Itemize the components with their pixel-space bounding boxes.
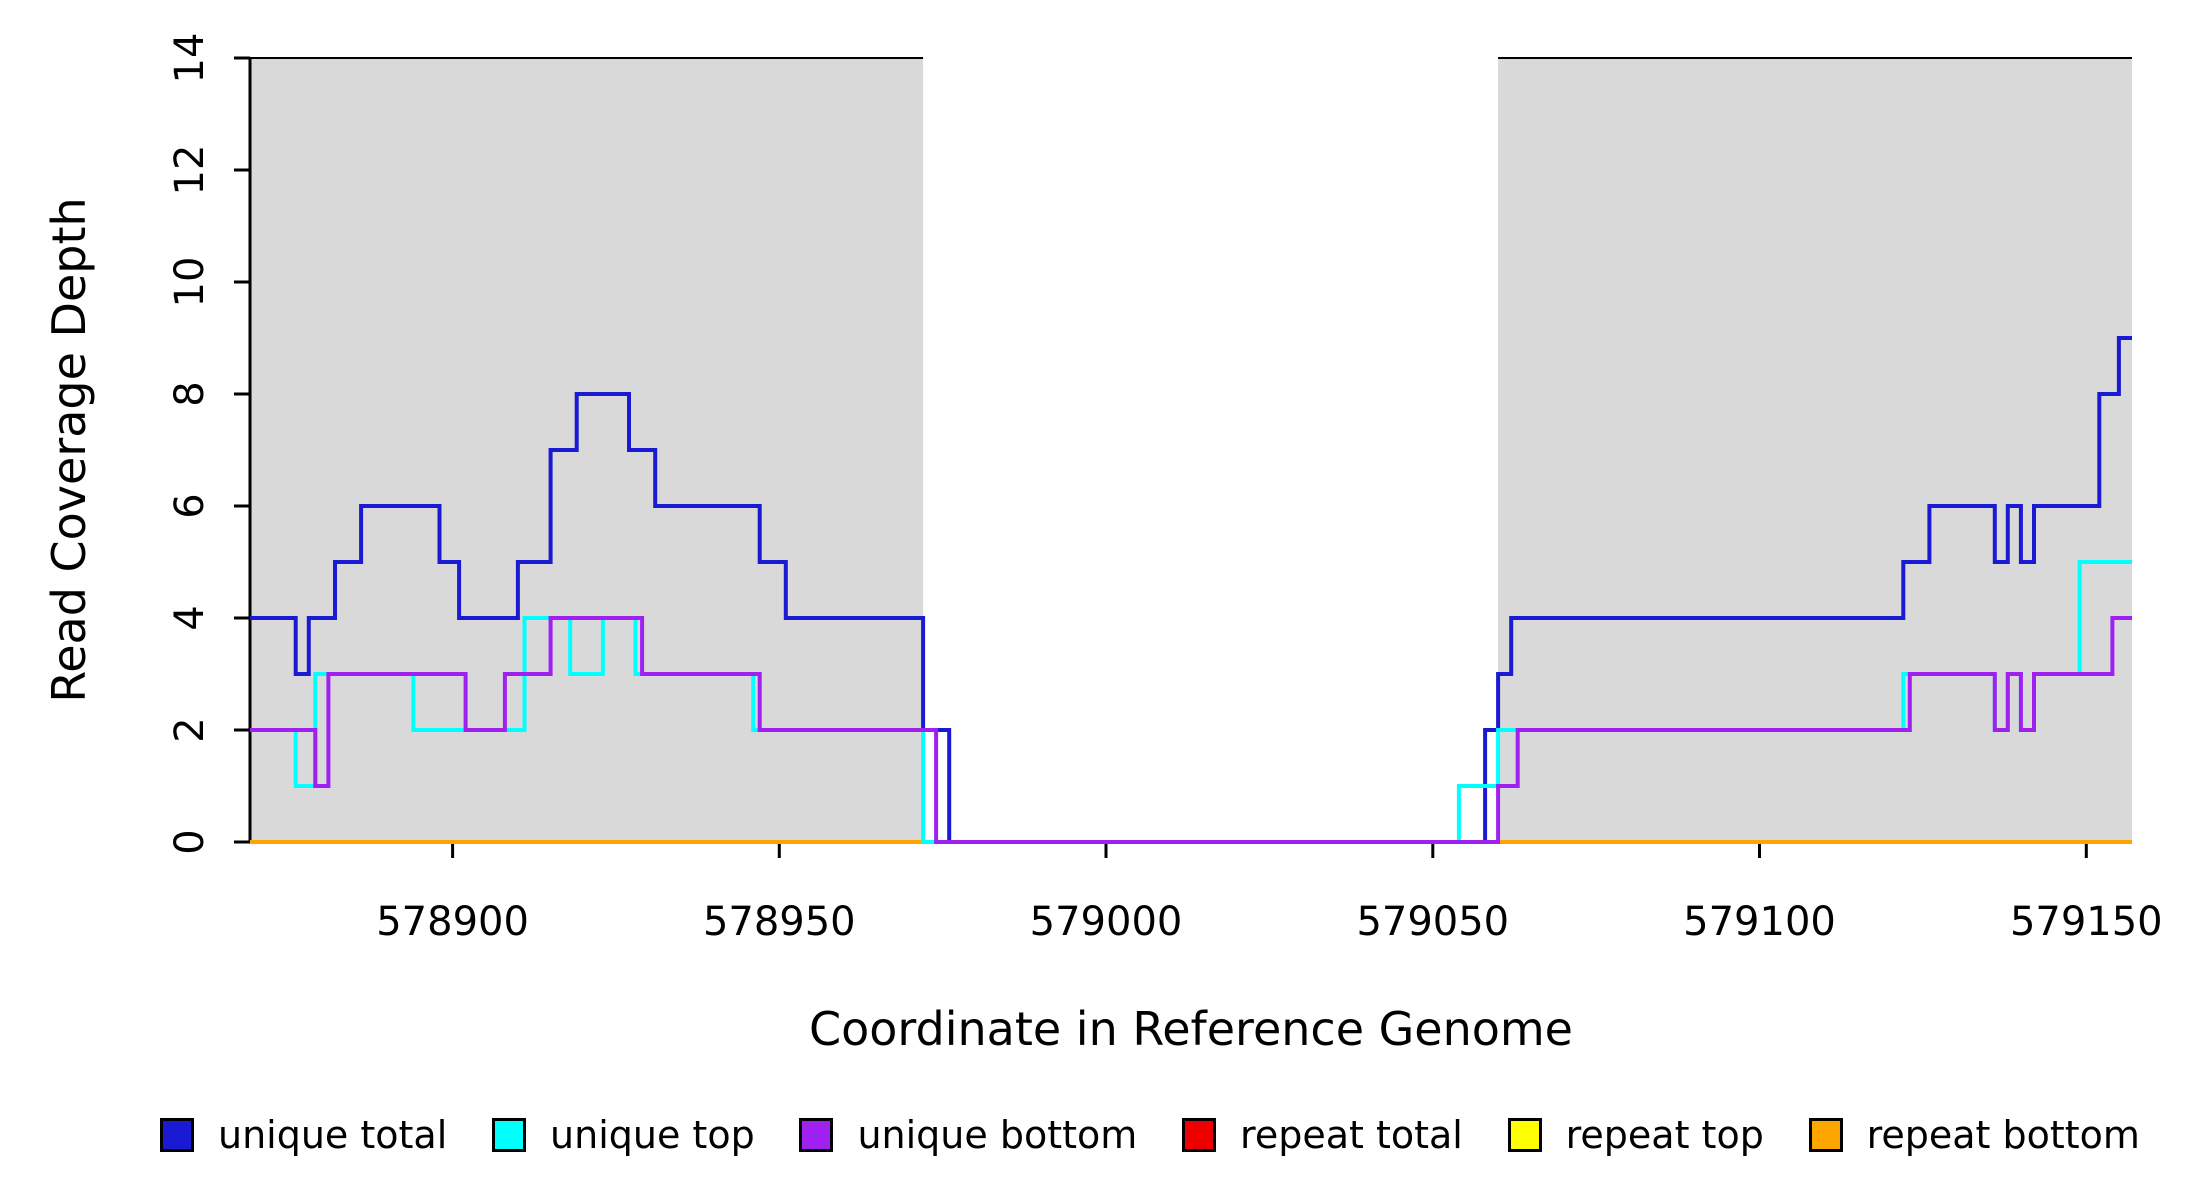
x-axis-title: Coordinate in Reference Genome <box>809 1002 1573 1056</box>
legend-item-repeat-top: repeat top <box>1507 1113 1764 1157</box>
series-line-unique-total <box>250 336 2132 844</box>
legend-item-unique-bottom: unique bottom <box>799 1113 1137 1157</box>
y-tick-label: 12 <box>167 145 213 196</box>
legend-item-unique-total: unique total <box>160 1113 447 1157</box>
x-tick-label: 579150 <box>2010 899 2163 945</box>
x-tick-label: 579100 <box>1683 899 1836 945</box>
legend: unique total unique top unique bottom repea… <box>160 1105 2140 1165</box>
y-tick-label: 10 <box>167 257 213 308</box>
legend-label: repeat bottom <box>1866 1113 2140 1157</box>
legend-swatch-unique-bottom <box>799 1118 834 1152</box>
axis-labels: 578900 578950 579000 579050 579100 579150 0 2 4 6… <box>167 33 2163 945</box>
y-tick-label: 2 <box>167 717 213 742</box>
x-tick-label: 579050 <box>1356 899 1509 945</box>
shaded-region <box>1498 58 2132 842</box>
legend-item-unique-top: unique top <box>492 1113 755 1157</box>
x-tick-label: 579000 <box>1030 899 1183 945</box>
legend-item-repeat-bottom: repeat bottom <box>1808 1113 2140 1157</box>
legend-item-repeat-total: repeat total <box>1182 1113 1463 1157</box>
x-tick-label: 578900 <box>376 899 529 945</box>
legend-label: unique top <box>550 1113 755 1157</box>
legend-swatch-unique-total <box>160 1118 194 1152</box>
series-line-unique-bottom <box>250 616 2132 844</box>
shaded-region <box>250 58 924 842</box>
legend-swatch-repeat-bottom <box>1808 1118 1843 1152</box>
y-tick-label: 8 <box>167 381 213 406</box>
y-tick-label: 4 <box>167 605 213 630</box>
legend-label: repeat top <box>1565 1113 1764 1157</box>
y-axis-title: Read Coverage Depth <box>42 197 96 702</box>
series-lines <box>250 336 2132 844</box>
legend-swatch-repeat-total <box>1182 1118 1217 1152</box>
legend-label: repeat total <box>1240 1113 1463 1157</box>
y-tick-label: 0 <box>167 829 213 854</box>
legend-swatch-unique-top <box>492 1118 527 1152</box>
legend-label: unique bottom <box>857 1113 1138 1157</box>
legend-label: unique total <box>218 1113 448 1157</box>
shaded-regions <box>250 57 2132 842</box>
y-tick-label: 14 <box>167 33 213 84</box>
legend-swatch-repeat-top <box>1507 1118 1542 1152</box>
y-tick-label: 6 <box>167 493 213 518</box>
x-tick-label: 578950 <box>703 899 856 945</box>
